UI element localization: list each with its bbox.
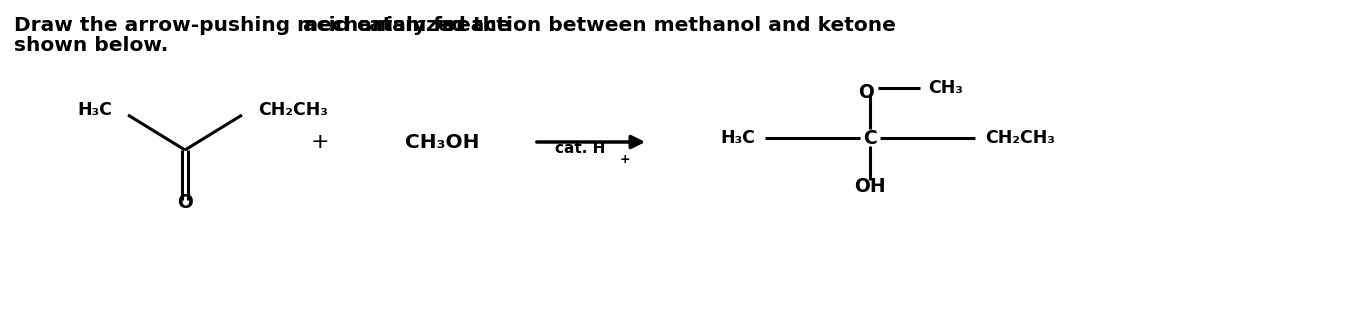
Text: CH₃: CH₃: [927, 79, 963, 97]
Text: H₃C: H₃C: [721, 129, 754, 147]
Text: shown below.: shown below.: [14, 36, 168, 55]
Text: Draw the arrow-pushing mechanism for the: Draw the arrow-pushing mechanism for the: [14, 16, 518, 35]
Text: C: C: [863, 129, 877, 148]
Text: CH₂CH₃: CH₂CH₃: [986, 129, 1055, 147]
Text: acid catalyzed: acid catalyzed: [303, 16, 466, 35]
Text: CH₂CH₃: CH₂CH₃: [258, 101, 329, 119]
Text: +: +: [311, 132, 330, 152]
Text: O: O: [859, 83, 873, 102]
Text: O: O: [177, 193, 193, 212]
Text: CH₃OH: CH₃OH: [406, 133, 480, 152]
Text: OH: OH: [854, 177, 886, 196]
Text: cat. H: cat. H: [556, 141, 606, 156]
Text: reaction between methanol and ketone: reaction between methanol and ketone: [439, 16, 896, 35]
Text: +: +: [621, 153, 630, 166]
Text: H₃C: H₃C: [77, 101, 112, 119]
